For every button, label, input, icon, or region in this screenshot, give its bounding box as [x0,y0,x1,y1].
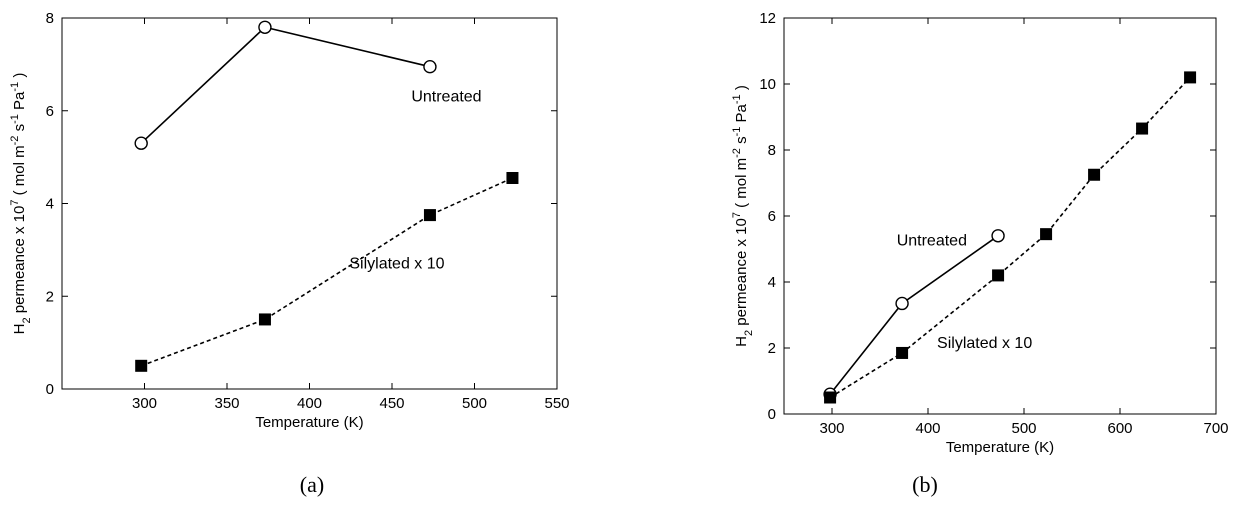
series-untreated [134,20,437,150]
y-tick-label: 10 [759,76,776,93]
data-point-square [1184,71,1197,84]
data-point-square [423,209,436,222]
annotation-label: Untreated [411,88,481,105]
y-axis-label: H2 permeance x 107 ( mol m-2 s-1 Pa-1 ) [731,85,755,347]
x-tick-label: 550 [544,395,569,412]
x-tick-label: 350 [214,395,239,412]
data-point-square [1040,228,1053,241]
data-point-circle [423,59,437,74]
annotation-label: Untreated [897,233,967,250]
x-tick-label: 300 [819,420,844,437]
data-point-square [1088,168,1101,181]
data-point-circle [895,296,909,311]
y-tick-label: 8 [46,10,54,27]
y-tick-label: 4 [46,196,54,213]
annotation-label: Silylated x 10 [937,335,1032,352]
data-point-square [506,171,519,184]
plot-frame [783,17,1217,415]
y-tick-label: 0 [768,406,776,423]
x-tick-label: 400 [915,420,940,437]
data-point-circle [991,229,1005,243]
x-tick-label: 450 [379,395,404,412]
data-point-square [992,269,1005,282]
y-axis-label: H2 permeance x 107 ( mol m-2 s-1 Pa-1 ) [9,73,33,335]
y-tick-label: 0 [46,381,54,398]
y-tick-label: 6 [46,103,54,120]
y-tick-label: 6 [768,208,776,225]
annotation-label: Silylated x 10 [349,255,444,272]
panel-caption: (a) [300,472,324,497]
data-point-square [824,391,837,404]
x-tick-label: 700 [1203,420,1228,437]
series-silylated [824,71,1197,404]
x-tick-label: 400 [297,395,322,412]
data-point-square [1136,122,1149,135]
series-silylated [135,171,519,372]
data-point-square [896,346,909,359]
panel-caption: (b) [912,472,938,497]
series-untreated [823,229,1005,401]
data-point-square [135,359,148,372]
chart-panel-a: 300 350 400 450 500 550 0 2 4 6 8 Temperature (K) H2… [9,10,570,431]
y-tick-label: 2 [768,340,776,357]
x-axis-label: Temperature (K) [946,439,1054,456]
x-tick-label: 500 [462,395,487,412]
series-line [829,235,999,395]
data-point-circle [134,136,148,150]
data-point-circle [258,20,272,34]
y-tick-label: 2 [46,288,54,305]
y-tick-label: 4 [768,274,776,291]
chart-panel-b: 300 400 500 600 700 0 2 4 6 8 10 12 Temperature (K) H… [731,10,1229,456]
x-tick-label: 500 [1011,420,1036,437]
plot-frame [61,17,558,390]
x-axis-label: Temperature (K) [255,414,363,431]
series-line [140,177,513,367]
y-tick-label: 8 [768,142,776,159]
series-line [140,26,431,144]
x-tick-label: 300 [132,395,157,412]
x-tick-label: 600 [1107,420,1132,437]
y-tick-label: 12 [759,10,776,27]
data-point-square [258,313,271,326]
